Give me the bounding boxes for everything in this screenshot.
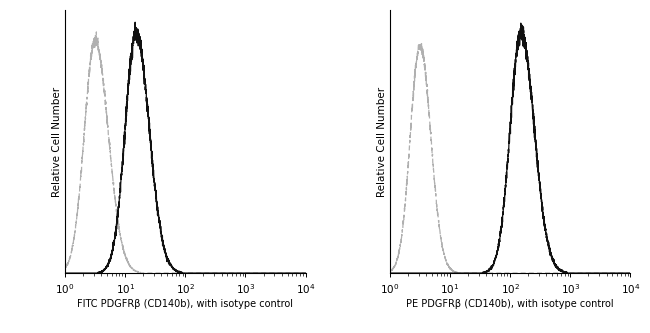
X-axis label: PE PDGFRβ (CD140b), with isotype control: PE PDGFRβ (CD140b), with isotype control	[406, 299, 614, 309]
Y-axis label: Relative Cell Number: Relative Cell Number	[52, 87, 62, 196]
Y-axis label: Relative Cell Number: Relative Cell Number	[377, 87, 387, 196]
X-axis label: FITC PDGFRβ (CD140b), with isotype control: FITC PDGFRβ (CD140b), with isotype contr…	[77, 299, 293, 309]
